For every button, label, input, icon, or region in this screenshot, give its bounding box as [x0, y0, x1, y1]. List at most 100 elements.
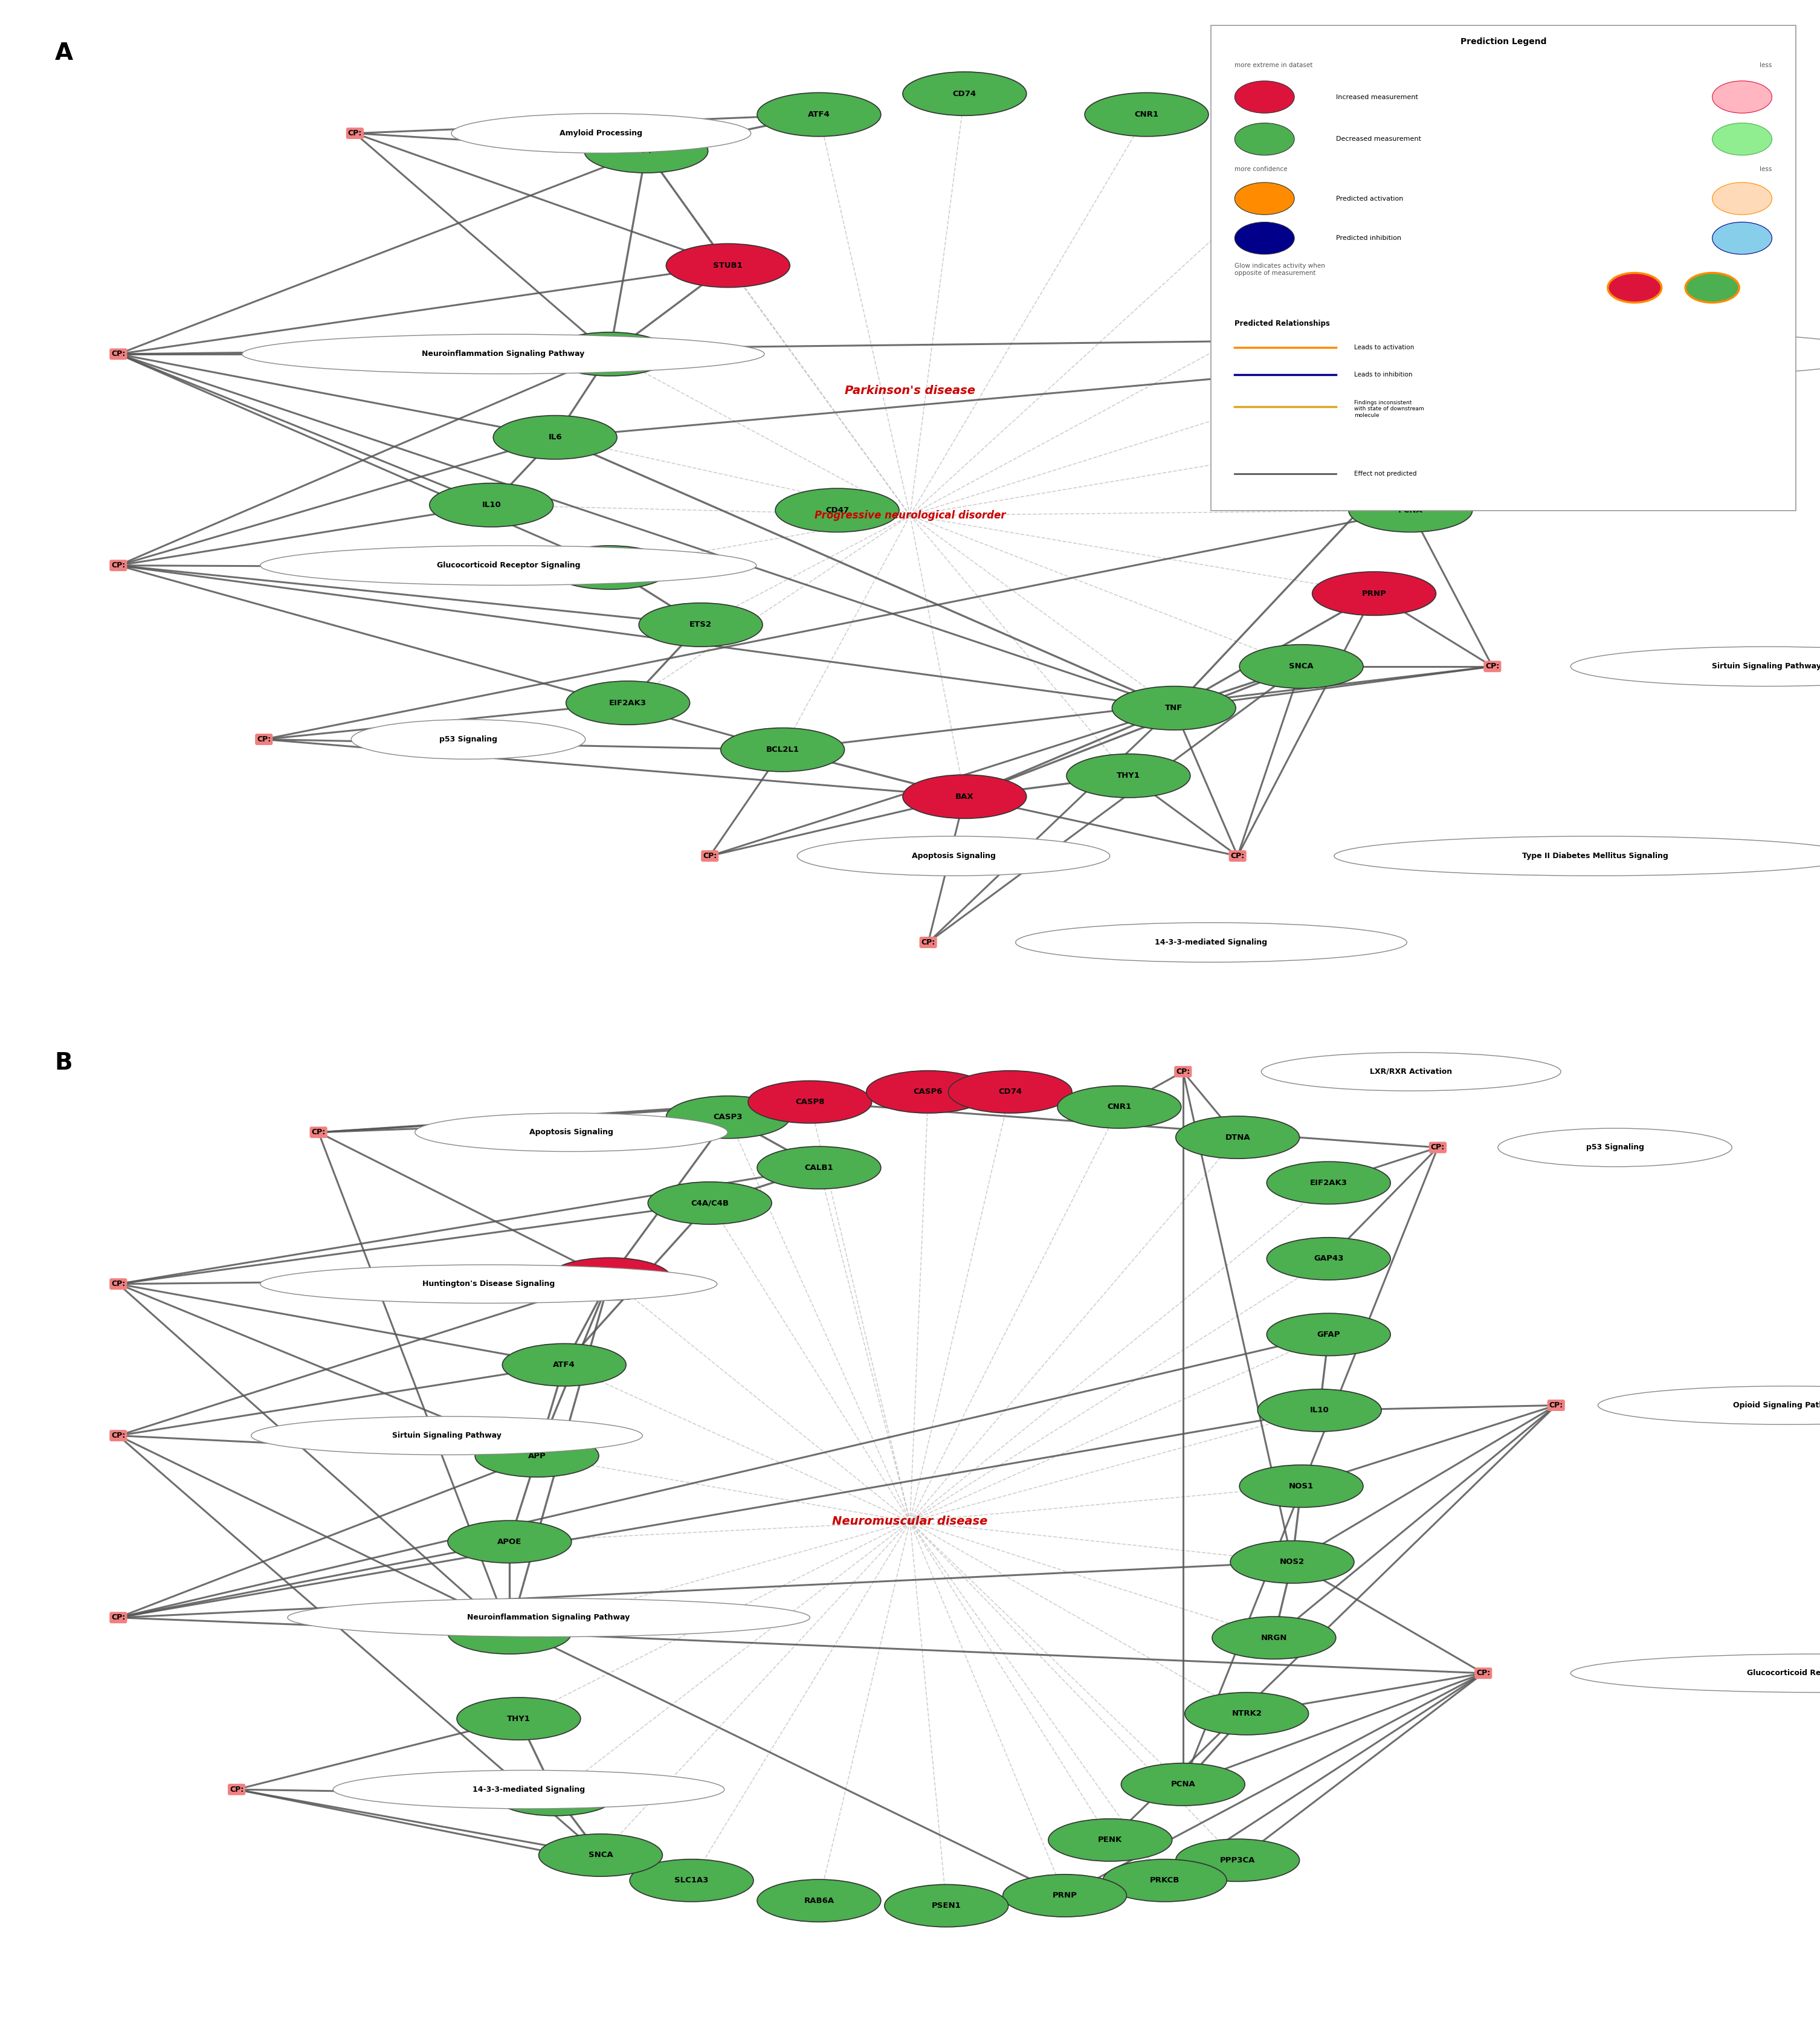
Ellipse shape [639, 603, 763, 647]
Text: Leads to activation: Leads to activation [1354, 344, 1414, 350]
Text: CP:: CP: [111, 1432, 126, 1440]
Text: CP:: CP: [703, 851, 717, 859]
Text: PRKCB: PRKCB [1150, 1876, 1179, 1885]
Text: GAP43: GAP43 [1278, 162, 1307, 170]
Text: 14-3-3-mediated Signaling: 14-3-3-mediated Signaling [1156, 938, 1267, 946]
Text: THY1: THY1 [508, 1715, 530, 1723]
Text: CD74: CD74 [999, 1088, 1021, 1096]
Text: GAP43: GAP43 [1314, 1256, 1343, 1262]
Ellipse shape [885, 1885, 1008, 1927]
Ellipse shape [666, 1096, 790, 1138]
Text: LXR/RXR Activation: LXR/RXR Activation [1680, 350, 1762, 358]
Text: Predicted inhibition: Predicted inhibition [1336, 235, 1401, 241]
Text: GFAP: GFAP [599, 564, 621, 572]
Ellipse shape [1267, 1161, 1390, 1205]
Ellipse shape [775, 489, 899, 532]
Ellipse shape [1067, 754, 1190, 797]
Ellipse shape [566, 681, 690, 724]
Text: SNCA: SNCA [1289, 663, 1314, 671]
Text: NTRK2: NTRK2 [1232, 1711, 1261, 1717]
Text: CP:: CP: [1485, 663, 1500, 671]
Ellipse shape [1234, 182, 1294, 214]
Text: Huntington's Disease Signaling: Huntington's Disease Signaling [422, 1280, 555, 1288]
Ellipse shape [1267, 1314, 1390, 1355]
Ellipse shape [502, 1343, 626, 1387]
Text: IL10: IL10 [1310, 1407, 1329, 1413]
Ellipse shape [1112, 685, 1236, 730]
Ellipse shape [457, 1698, 581, 1739]
Text: less: less [1760, 166, 1773, 172]
Text: PENK: PENK [1097, 1836, 1123, 1844]
Text: CP:: CP: [229, 1785, 244, 1794]
Text: PCNA: PCNA [1398, 506, 1423, 514]
Ellipse shape [757, 1146, 881, 1189]
Text: IL6: IL6 [548, 433, 562, 441]
Ellipse shape [1412, 317, 1536, 360]
Text: A: A [55, 42, 73, 65]
Text: NOS1: NOS1 [1389, 247, 1414, 255]
Ellipse shape [260, 546, 757, 584]
Ellipse shape [1230, 146, 1354, 188]
Ellipse shape [333, 1771, 724, 1808]
Ellipse shape [1598, 1387, 1820, 1426]
Ellipse shape [475, 1436, 599, 1476]
Text: CP:: CP: [1431, 1144, 1445, 1151]
Text: PPP3CA: PPP3CA [1219, 1856, 1256, 1864]
Ellipse shape [1234, 222, 1294, 255]
Text: Progressive neurological disorder: Progressive neurological disorder [814, 510, 1006, 522]
Text: Effect not predicted: Effect not predicted [1354, 471, 1416, 477]
Text: SNCA: SNCA [588, 1852, 613, 1858]
Text: CP:: CP: [111, 1280, 126, 1288]
Text: CP:: CP: [1476, 1670, 1491, 1676]
Ellipse shape [1571, 334, 1820, 374]
Text: CASP3: CASP3 [713, 1114, 743, 1120]
Ellipse shape [448, 1612, 571, 1654]
Text: CNR1: CNR1 [1107, 1104, 1132, 1110]
Text: ATF4: ATF4 [553, 1361, 575, 1369]
Text: Amyloid Processing: Amyloid Processing [561, 129, 642, 137]
Text: Apoptosis Signaling: Apoptosis Signaling [912, 851, 996, 859]
Ellipse shape [448, 1521, 571, 1563]
Text: IL10: IL10 [482, 501, 501, 510]
Text: NRGN: NRGN [1261, 1634, 1287, 1642]
Ellipse shape [1312, 572, 1436, 615]
Text: CP:: CP: [311, 1128, 326, 1136]
Text: CASP8: CASP8 [795, 1098, 824, 1106]
Text: APP: APP [528, 1452, 546, 1460]
Ellipse shape [548, 546, 672, 588]
Ellipse shape [351, 720, 586, 758]
Text: 14-3-3-mediated Signaling: 14-3-3-mediated Signaling [473, 1785, 584, 1794]
Text: LXR/RXR Activation: LXR/RXR Activation [1370, 1068, 1452, 1076]
Ellipse shape [1239, 645, 1363, 687]
Text: CASP6: CASP6 [914, 1088, 943, 1096]
Text: CP:: CP: [1230, 851, 1245, 859]
Text: CD74: CD74 [954, 89, 976, 97]
Text: CP:: CP: [348, 129, 362, 137]
Ellipse shape [548, 1258, 672, 1300]
Text: CALB1: CALB1 [804, 1165, 834, 1171]
Text: PRNP: PRNP [1361, 590, 1387, 596]
Text: THY1: THY1 [1117, 772, 1139, 780]
Ellipse shape [666, 245, 790, 287]
Ellipse shape [1003, 1874, 1127, 1917]
Text: PSEN1: PSEN1 [932, 1903, 961, 1909]
Ellipse shape [748, 1080, 872, 1124]
Ellipse shape [903, 774, 1026, 819]
Ellipse shape [539, 1834, 662, 1876]
Ellipse shape [1340, 228, 1463, 271]
Text: Parkinson's disease: Parkinson's disease [844, 384, 976, 396]
Ellipse shape [1685, 273, 1740, 303]
Text: Opioid Signaling Pathway: Opioid Signaling Pathway [1733, 1401, 1820, 1409]
Text: TNF: TNF [1165, 704, 1183, 712]
Ellipse shape [630, 1860, 753, 1901]
Ellipse shape [584, 129, 708, 172]
Text: CD47: CD47 [826, 506, 848, 514]
Ellipse shape [1234, 123, 1294, 156]
Text: CP:: CP: [111, 562, 126, 570]
Text: Neuroinflammation Signaling Pathway: Neuroinflammation Signaling Pathway [422, 350, 584, 358]
Ellipse shape [430, 483, 553, 528]
Text: Type II Diabetes Mellitus Signaling: Type II Diabetes Mellitus Signaling [1522, 851, 1669, 859]
Text: CP:: CP: [1485, 350, 1500, 358]
Text: ATF4: ATF4 [808, 111, 830, 119]
Ellipse shape [757, 1880, 881, 1921]
